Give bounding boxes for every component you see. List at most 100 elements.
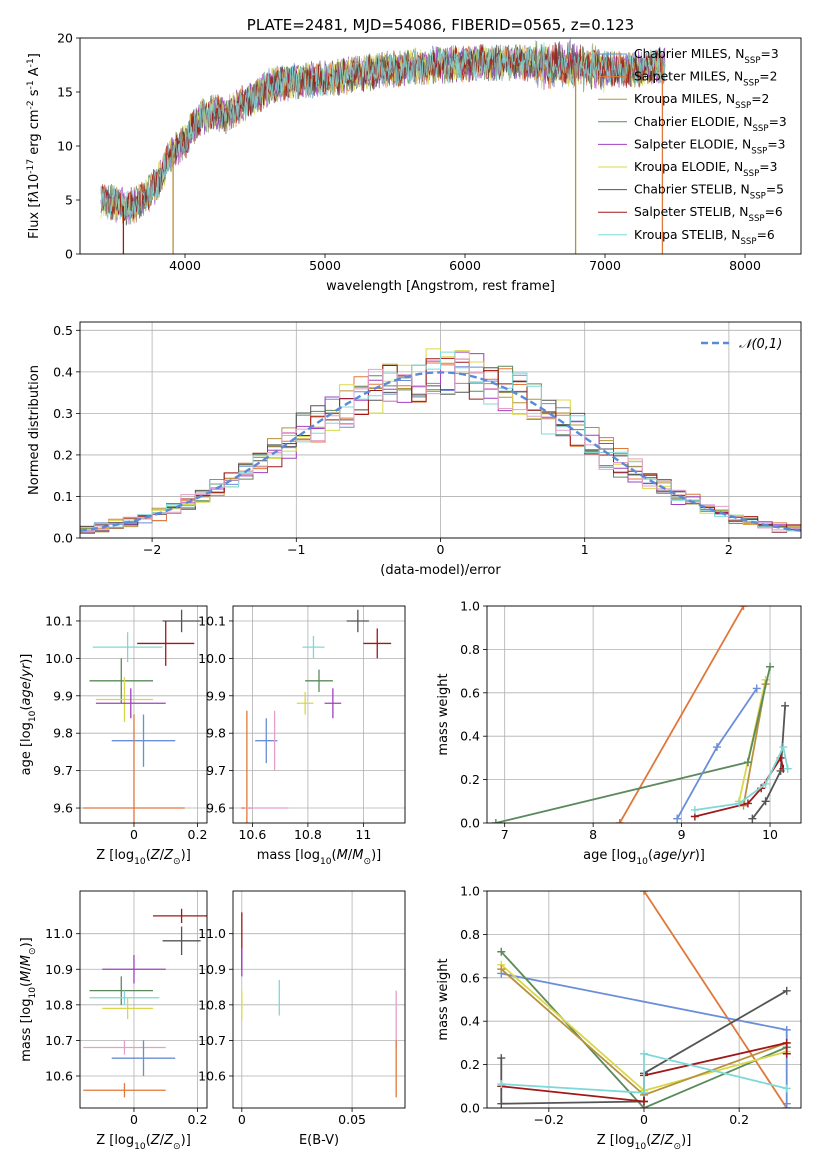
weight-marker: [752, 684, 761, 693]
weight-marker: [782, 1049, 791, 1058]
y-axis-label: Flux [fλ10-17 erg cm-2 s-1 A-1]: [26, 53, 42, 239]
error-bar-point: [296, 692, 314, 715]
y-tick-label: 0.8: [460, 642, 480, 657]
y-tick-label: 11.0: [198, 926, 226, 941]
error-bar-point: [305, 669, 333, 693]
x-tick-label: 7000: [589, 258, 621, 273]
weight-marker: [690, 805, 699, 814]
x-tick-label: −0.2: [534, 1112, 564, 1127]
x-tick-label: 0: [238, 1112, 246, 1127]
y-tick-label: 0.4: [53, 364, 73, 379]
y-tick-label: 5: [65, 193, 73, 208]
weight-marker: [497, 1099, 506, 1108]
weight-marker: [761, 779, 770, 788]
y-tick-label: 0.3: [53, 406, 73, 421]
error-bar-point: [111, 1040, 176, 1076]
legend-label: Kroupa MILES, NSSP=2: [634, 92, 769, 111]
mass-vs-Z-panel: 0 0.2 10.6 10.7 10.8 10.9 11.0 Z [log10(Z/Z⊙)] m…: [19, 890, 208, 1152]
plot-frame: [79, 890, 208, 1109]
error-bar-point: [153, 908, 207, 924]
weight-marker: [748, 814, 757, 823]
weight-marker: [497, 947, 506, 956]
legend-label: Kroupa STELIB, NSSP=6: [634, 228, 775, 247]
spectrum-series-line: [100, 42, 666, 220]
weight-marker: [673, 814, 682, 823]
error-bar-point: [92, 632, 163, 663]
y-tick-label: 10.9: [198, 962, 226, 977]
weight-marker: [782, 1084, 791, 1093]
mass-vs-ebv-panel: 0 0.05 10.6 10.7 10.8 10.9 11.0 E(B-V): [198, 890, 406, 1148]
error-bar-point: [89, 658, 154, 704]
y-tick-label: 9.9: [53, 688, 73, 703]
y-tick-label: 10.7: [198, 1033, 226, 1048]
y-tick-label: 0.2: [460, 1057, 480, 1072]
error-bar-point: [89, 976, 154, 1005]
histogram-series: [80, 358, 801, 536]
y-axis-label: Normed distribution: [27, 365, 42, 495]
weight-series-line: [501, 1052, 787, 1094]
y-tick-label: 0.0: [460, 816, 480, 831]
x-tick-label: 0.2: [729, 1112, 749, 1127]
weight-marker: [781, 701, 790, 710]
y-tick-label: 10.0: [198, 651, 226, 666]
x-tick-label: 10.8: [294, 827, 322, 842]
weight-marker: [761, 797, 770, 806]
legend-label: Salpeter ELODIE, NSSP=3: [634, 137, 786, 156]
error-bar-point: [102, 997, 154, 1020]
weight-marker: [497, 1054, 506, 1063]
weight-marker: [640, 1097, 648, 1106]
error-bar-point: [102, 955, 166, 984]
y-tick-label: 0.2: [460, 772, 480, 787]
weight-vs-age-panel: 7 8 9 10 0.0 0.2 0.4 0.6 0.8 1.0 age [log10(age/yr…: [436, 599, 802, 867]
legend-label: Chabrier MILES, NSSP=3: [634, 47, 779, 66]
x-tick-label: −1: [287, 542, 305, 557]
y-tick-label: 9.8: [53, 726, 73, 741]
x-tick-label: 6000: [449, 258, 481, 273]
y-tick-label: 10.7: [45, 1033, 73, 1048]
weight-series-line: [618, 606, 745, 823]
error-bar-point: [83, 714, 185, 823]
error-bar-point: [346, 609, 369, 633]
y-axis-label: mass [log10(M/M⊙)]: [19, 937, 38, 1061]
y-tick-label: 9.6: [53, 801, 73, 816]
error-bar-point: [111, 714, 176, 767]
normal-curve: [80, 371, 801, 532]
plot-frame: [232, 890, 406, 1109]
weight-marker: [735, 799, 744, 808]
weight-marker: [497, 965, 506, 974]
y-tick-label: 0.0: [53, 531, 73, 546]
y-tick-label: 0.5: [53, 323, 73, 338]
y-tick-label: 10.8: [45, 997, 73, 1012]
weight-series-line: [694, 744, 789, 811]
error-bar-point: [83, 1040, 166, 1055]
x-tick-label: 4000: [169, 258, 201, 273]
plot-frame: [79, 605, 208, 824]
x-tick-label: 10.6: [238, 827, 266, 842]
x-axis-label: Z [log10(Z/Z⊙)]: [597, 1133, 692, 1152]
y-axis-label: mass weight: [436, 673, 451, 755]
error-bar-point: [363, 628, 392, 659]
weight-marker: [712, 743, 721, 752]
histogram-steps: [80, 348, 801, 536]
weight-marker: [782, 1038, 791, 1047]
y-tick-label: 10.9: [45, 962, 73, 977]
weight-marker: [766, 662, 775, 671]
weight-marker: [783, 764, 792, 773]
y-tick-label: 0.1: [53, 489, 73, 504]
y-tick-label: 9.6: [206, 801, 226, 816]
plot-frame: [486, 605, 802, 824]
x-axis-label: (data-model)/error: [380, 563, 501, 578]
weight-vs-Z-lines: [497, 891, 791, 1108]
chart-title: PLATE=2481, MJD=54086, FIBERID=0565, z=0…: [247, 16, 634, 34]
weight-vs-Z-panel: −0.2 0 0.2 0.0 0.2 0.4 0.6 0.8 1.0 Z [log10(Z/Z⊙)…: [436, 884, 802, 1152]
weight-marker: [640, 891, 648, 895]
error-bar-point: [89, 990, 160, 1005]
x-tick-label: 11: [355, 827, 371, 842]
error-bar-point: [83, 1083, 166, 1098]
y-tick-label: 10: [57, 139, 73, 154]
x-axis-label: wavelength [Angstrom, rest frame]: [326, 279, 555, 294]
weight-series-line: [500, 951, 788, 1108]
x-tick-label: −2: [143, 542, 161, 557]
legend-label: Chabrier STELIB, NSSP=5: [634, 183, 784, 202]
x-tick-label: 0: [130, 1112, 138, 1127]
